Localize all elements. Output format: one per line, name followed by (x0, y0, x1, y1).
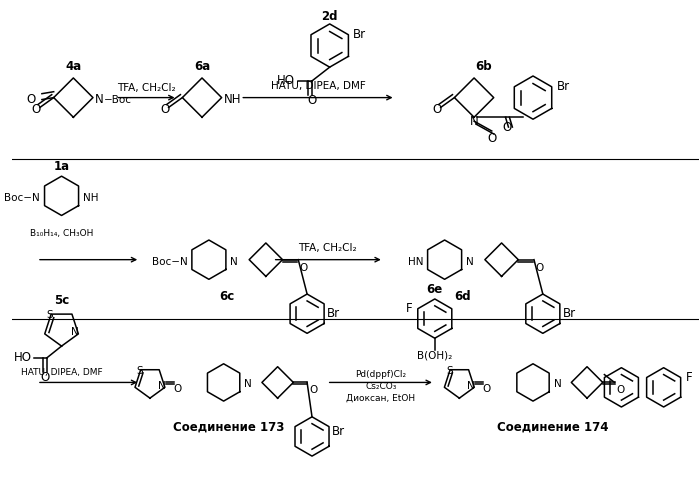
Text: O: O (173, 384, 182, 394)
Text: B₁₀H₁₄, CH₃OH: B₁₀H₁₄, CH₃OH (30, 228, 93, 238)
Text: O: O (41, 371, 50, 384)
Text: HN: HN (408, 256, 423, 267)
Text: 6b: 6b (475, 60, 492, 73)
Text: 6d: 6d (454, 291, 470, 304)
Text: O: O (535, 263, 543, 272)
Text: Диоксан, EtOH: Диоксан, EtOH (346, 394, 415, 402)
Text: O: O (160, 103, 169, 116)
Text: N: N (467, 381, 475, 391)
Text: O: O (309, 385, 317, 395)
Text: Br: Br (332, 425, 345, 438)
Text: F: F (686, 371, 692, 384)
Text: N: N (231, 256, 238, 267)
Text: N: N (554, 379, 561, 389)
Text: O: O (308, 94, 317, 107)
Text: O: O (483, 384, 491, 394)
Text: TFA, CH₂Cl₂: TFA, CH₂Cl₂ (117, 83, 175, 93)
Text: S: S (137, 366, 143, 375)
Text: N: N (71, 327, 79, 337)
Text: Br: Br (563, 307, 576, 320)
Text: O: O (27, 93, 36, 106)
Text: Соединение 173: Соединение 173 (173, 420, 284, 433)
Text: −Boc: −Boc (103, 94, 132, 105)
Text: Boc−N: Boc−N (152, 256, 187, 267)
Text: Pd(dppf)Cl₂: Pd(dppf)Cl₂ (355, 370, 406, 379)
Text: Br: Br (327, 307, 340, 320)
Text: F: F (406, 302, 413, 315)
Text: N: N (470, 115, 478, 128)
Text: Cs₂CO₃: Cs₂CO₃ (365, 382, 396, 391)
Text: S: S (446, 366, 453, 375)
Text: Br: Br (556, 80, 570, 94)
Text: NH: NH (83, 193, 99, 203)
Text: 2d: 2d (322, 10, 338, 23)
Text: TFA, CH₂Cl₂: TFA, CH₂Cl₂ (298, 243, 357, 253)
Text: S: S (46, 309, 53, 320)
Text: N: N (466, 256, 474, 267)
Text: B(OH)₂: B(OH)₂ (417, 351, 452, 361)
Text: O: O (503, 120, 512, 134)
Text: 6a: 6a (194, 60, 210, 73)
Text: N: N (95, 93, 103, 106)
Text: Boc−N: Boc−N (4, 193, 40, 203)
Text: HO: HO (14, 351, 32, 364)
Text: 6c: 6c (219, 291, 234, 304)
Text: 6e: 6e (426, 282, 443, 295)
Text: 5c: 5c (54, 295, 69, 308)
Text: Соединение 174: Соединение 174 (497, 420, 608, 433)
Text: 4a: 4a (65, 60, 82, 73)
Text: HO: HO (278, 74, 295, 87)
Text: O: O (31, 103, 41, 116)
Text: O: O (617, 385, 625, 395)
Text: NH: NH (224, 93, 241, 106)
Text: 1a: 1a (54, 160, 70, 173)
Text: HATU, DIPEA, DMF: HATU, DIPEA, DMF (21, 368, 102, 377)
Text: Br: Br (353, 28, 366, 41)
Text: O: O (487, 133, 496, 146)
Text: N: N (158, 381, 166, 391)
Text: HATU, DIPEA, DMF: HATU, DIPEA, DMF (271, 81, 366, 91)
Text: O: O (299, 263, 308, 272)
Text: O: O (432, 103, 441, 116)
Text: N: N (244, 379, 252, 389)
